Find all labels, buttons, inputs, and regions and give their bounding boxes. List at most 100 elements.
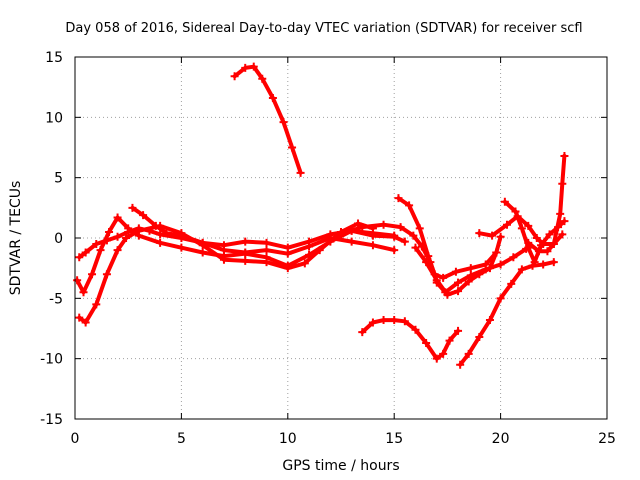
data-point: [454, 287, 463, 296]
x-tick-label: 0: [71, 431, 80, 447]
data-point: [177, 243, 186, 252]
data-point: [560, 217, 569, 226]
data-point: [454, 326, 463, 335]
data-point: [390, 246, 399, 255]
data-point: [411, 325, 420, 334]
data-point: [139, 211, 148, 220]
y-tick-label: -15: [40, 412, 63, 428]
data-point: [500, 197, 509, 206]
data-point: [113, 232, 122, 241]
data-point: [390, 231, 399, 240]
data-point: [549, 240, 558, 249]
data-point: [268, 94, 277, 103]
data-point: [156, 230, 165, 239]
data-point: [464, 277, 473, 286]
data-point: [88, 270, 97, 279]
x-tick-label: 10: [279, 431, 297, 447]
data-point: [549, 258, 558, 267]
data-point: [379, 220, 388, 229]
data-point: [230, 72, 239, 81]
chart-title: Day 058 of 2016, Sidereal Day-to-day VTE…: [65, 21, 582, 36]
data-point: [219, 255, 228, 264]
data-point: [485, 264, 494, 273]
data-point: [102, 270, 111, 279]
data-point: [122, 234, 131, 242]
tick-marks: [74, 56, 608, 420]
data-point: [283, 264, 292, 273]
data-point: [454, 278, 463, 287]
data-point: [288, 143, 297, 152]
data-point: [558, 179, 567, 188]
data-point: [124, 224, 133, 233]
data-point: [249, 62, 258, 71]
data-point: [241, 248, 250, 257]
data-point: [394, 194, 403, 203]
x-tick-label: 5: [177, 431, 186, 447]
data-point: [537, 241, 546, 250]
data-point: [524, 238, 533, 247]
data-point: [81, 318, 90, 327]
data-point: [475, 332, 484, 341]
y-tick-label: -5: [49, 291, 63, 307]
data-point: [315, 246, 324, 255]
data-point: [258, 74, 267, 83]
data-point: [241, 237, 250, 246]
y-tick-label: 10: [45, 110, 63, 126]
series-line: [396, 196, 499, 280]
data-point: [279, 118, 288, 127]
data-point: [262, 258, 271, 267]
data-point: [496, 260, 505, 269]
data-point: [105, 227, 114, 236]
y-tick-label: -10: [40, 352, 63, 368]
data-point: [151, 221, 160, 230]
data-point: [198, 248, 207, 257]
data-point: [379, 316, 388, 325]
data-point: [177, 231, 186, 240]
data-point: [400, 317, 409, 326]
series-line: [413, 234, 503, 297]
data-point: [156, 238, 165, 247]
data-point: [81, 248, 90, 257]
data-point: [283, 249, 292, 258]
data-point: [113, 213, 122, 222]
data-point: [75, 253, 84, 262]
data-point: [405, 201, 414, 210]
data-point: [517, 224, 526, 233]
data-point: [296, 168, 305, 177]
data-point: [422, 338, 431, 347]
data-point: [445, 336, 454, 345]
series-line: [232, 64, 303, 175]
series-line: [458, 260, 556, 367]
data-point: [262, 238, 271, 247]
data-point: [79, 288, 88, 297]
series-arc-9: [456, 258, 558, 369]
data-point: [411, 243, 420, 252]
data-point: [409, 231, 418, 240]
data-point: [241, 256, 250, 265]
data-point: [481, 260, 490, 269]
data-point: [358, 328, 367, 337]
data-point: [475, 229, 484, 238]
data-point: [485, 316, 494, 325]
data-point: [368, 318, 377, 327]
data-point: [496, 232, 505, 241]
data-point: [496, 294, 505, 303]
data-point: [451, 267, 460, 276]
data-point: [368, 241, 377, 250]
series-arc-10: [411, 232, 505, 299]
data-point: [488, 231, 497, 240]
y-tick-label: 5: [54, 171, 63, 187]
data-point: [475, 270, 484, 279]
data-point: [134, 226, 143, 235]
data-point: [198, 238, 207, 247]
data-point: [354, 219, 363, 228]
data-point: [558, 230, 567, 239]
data-point: [556, 209, 565, 218]
x-tick-label: 20: [492, 431, 510, 447]
y-axis-label: SDTVAR / TECUs: [8, 181, 24, 296]
data-point: [305, 242, 314, 251]
data-point: [113, 246, 122, 255]
x-tick-label: 25: [598, 431, 616, 447]
data-point: [262, 246, 271, 255]
series-layer: [73, 62, 569, 369]
